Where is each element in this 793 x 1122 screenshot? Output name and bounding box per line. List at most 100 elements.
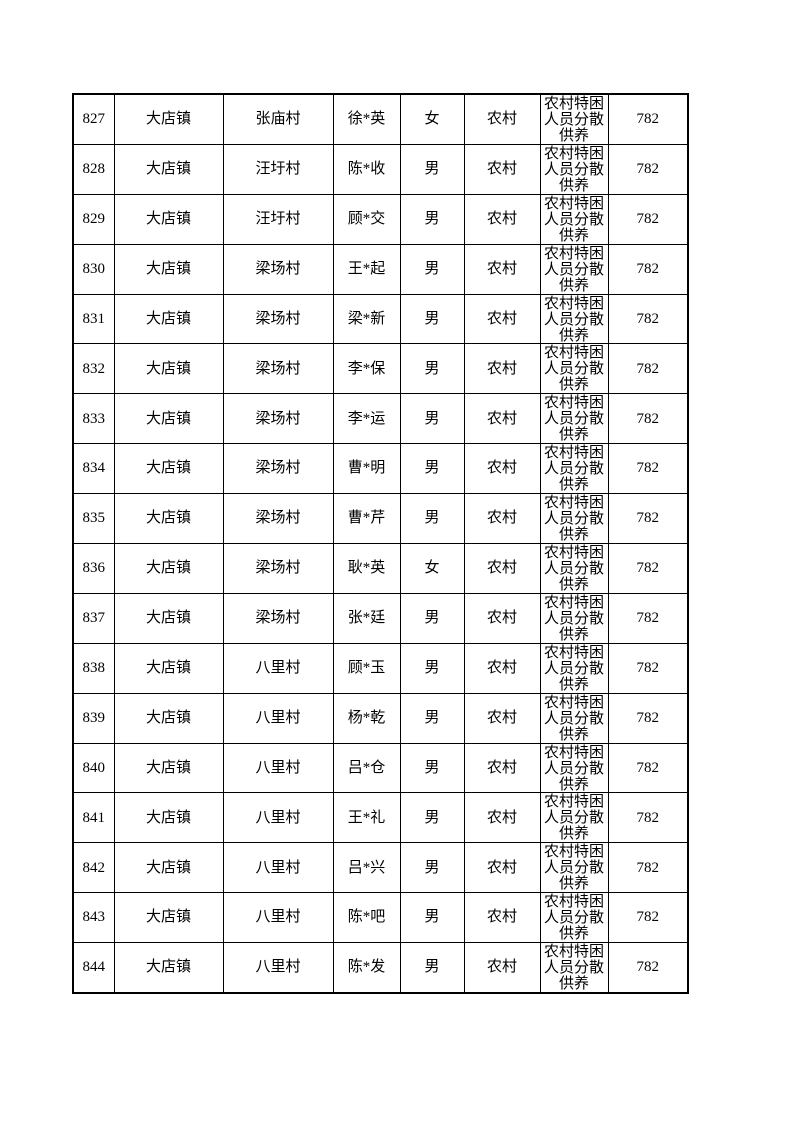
assistance-category-text: 农村特困人员分散供养 xyxy=(543,495,604,542)
table-row: 842 大店镇 八里村 吕*兴男农村 农村特困人员分散供养 782 xyxy=(72,842,689,894)
table-row: 836 大店镇 梁场村 耿*英女农村 农村特困人员分散供养 782 xyxy=(72,543,689,594)
table-row: 838 大店镇 八里村 顾*玉男农村 农村特困人员分散供养 782 xyxy=(72,642,689,694)
cell-amount: 782 xyxy=(607,543,689,594)
cell-gender: 女 xyxy=(399,93,465,145)
table-row: 827 大店镇 张庙村 徐*英女农村 农村特困人员分散供养 782 xyxy=(72,93,689,145)
cell-village: 梁场村 xyxy=(222,543,334,594)
cell-village: 梁场村 xyxy=(222,293,334,345)
table-row: 829 大店镇 汪圩村 顾*交男农村 农村特困人员分散供养 782 xyxy=(72,193,689,245)
cell-gender: 男 xyxy=(399,493,465,545)
cell-amount: 782 xyxy=(607,642,689,694)
assistance-category-text: 农村特困人员分散供养 xyxy=(543,96,604,142)
table-row: 828 大店镇 汪圩村 陈*收男农村 农村特困人员分散供养 782 xyxy=(72,143,689,195)
assistance-category-text: 农村特困人员分散供养 xyxy=(543,195,604,242)
cell-person-name: 陈*收 xyxy=(332,143,401,195)
cell-amount: 782 xyxy=(607,343,689,395)
cell-village: 八里村 xyxy=(222,792,334,844)
cell-village: 八里村 xyxy=(222,842,334,894)
cell-town: 大店镇 xyxy=(113,243,224,295)
cell-amount: 782 xyxy=(607,592,689,644)
cell-town: 大店镇 xyxy=(113,393,224,445)
cell-area-type: 农村 xyxy=(463,543,541,594)
cell-row-number: 827 xyxy=(72,93,115,145)
cell-village: 八里村 xyxy=(222,642,334,694)
cell-person-name: 吕*兴 xyxy=(332,842,401,894)
cell-assistance-category: 农村特困人员分散供养 xyxy=(539,692,609,744)
cell-amount: 782 xyxy=(607,742,689,794)
table-row: 837 大店镇 梁场村 张*廷男农村 农村特困人员分散供养 782 xyxy=(72,592,689,644)
cell-area-type: 农村 xyxy=(463,243,541,295)
cell-person-name: 顾*玉 xyxy=(332,642,401,694)
cell-area-type: 农村 xyxy=(463,143,541,195)
cell-gender: 男 xyxy=(399,243,465,295)
cell-area-type: 农村 xyxy=(463,592,541,644)
assistance-category-text: 农村特困人员分散供养 xyxy=(543,594,604,641)
cell-town: 大店镇 xyxy=(113,792,224,844)
cell-assistance-category: 农村特困人员分散供养 xyxy=(539,243,609,295)
beneficiary-table: 827 大店镇 张庙村 徐*英女农村 农村特困人员分散供养 782 828 大店镇 汪圩村 陈*收… xyxy=(72,93,689,995)
cell-row-number: 833 xyxy=(72,393,115,445)
cell-row-number: 835 xyxy=(72,493,115,545)
cell-amount: 782 xyxy=(607,692,689,744)
cell-row-number: 836 xyxy=(72,543,115,594)
assistance-category-text: 农村特困人员分散供养 xyxy=(543,395,604,442)
cell-person-name: 曹*芹 xyxy=(332,493,401,545)
assistance-category-text: 农村特困人员分散供养 xyxy=(543,345,604,392)
cell-assistance-category: 农村特困人员分散供养 xyxy=(539,942,609,994)
cell-town: 大店镇 xyxy=(113,592,224,644)
cell-gender: 女 xyxy=(399,543,465,594)
cell-assistance-category: 农村特困人员分散供养 xyxy=(539,842,609,894)
assistance-category-text: 农村特困人员分散供养 xyxy=(543,445,604,492)
assistance-category-text: 农村特困人员分散供养 xyxy=(543,295,604,342)
table-row: 844 大店镇 八里村 陈*发男农村 农村特困人员分散供养 782 xyxy=(72,942,689,994)
assistance-category-text: 农村特困人员分散供养 xyxy=(543,145,604,192)
cell-assistance-category: 农村特困人员分散供养 xyxy=(539,642,609,694)
cell-gender: 男 xyxy=(399,443,465,495)
cell-gender: 男 xyxy=(399,942,465,994)
cell-village: 汪圩村 xyxy=(222,143,334,195)
cell-town: 大店镇 xyxy=(113,493,224,545)
cell-amount: 782 xyxy=(607,792,689,844)
cell-assistance-category: 农村特困人员分散供养 xyxy=(539,742,609,794)
cell-area-type: 农村 xyxy=(463,293,541,345)
cell-area-type: 农村 xyxy=(463,493,541,545)
cell-area-type: 农村 xyxy=(463,692,541,744)
cell-assistance-category: 农村特困人员分散供养 xyxy=(539,592,609,644)
cell-amount: 782 xyxy=(607,393,689,445)
cell-area-type: 农村 xyxy=(463,792,541,844)
cell-row-number: 844 xyxy=(72,942,115,994)
cell-area-type: 农村 xyxy=(463,892,541,944)
cell-person-name: 李*保 xyxy=(332,343,401,395)
cell-area-type: 农村 xyxy=(463,343,541,395)
table-row: 832 大店镇 梁场村 李*保男农村 农村特困人员分散供养 782 xyxy=(72,343,689,395)
cell-person-name: 曹*明 xyxy=(332,443,401,495)
cell-village: 汪圩村 xyxy=(222,193,334,245)
cell-assistance-category: 农村特困人员分散供养 xyxy=(539,443,609,495)
cell-row-number: 832 xyxy=(72,343,115,395)
cell-gender: 男 xyxy=(399,343,465,395)
cell-person-name: 顾*交 xyxy=(332,193,401,245)
cell-person-name: 李*运 xyxy=(332,393,401,445)
cell-gender: 男 xyxy=(399,143,465,195)
cell-assistance-category: 农村特困人员分散供养 xyxy=(539,792,609,844)
cell-amount: 782 xyxy=(607,193,689,245)
cell-amount: 782 xyxy=(607,443,689,495)
cell-assistance-category: 农村特困人员分散供养 xyxy=(539,293,609,345)
cell-row-number: 837 xyxy=(72,592,115,644)
cell-village: 八里村 xyxy=(222,692,334,744)
cell-gender: 男 xyxy=(399,193,465,245)
cell-assistance-category: 农村特困人员分散供养 xyxy=(539,193,609,245)
cell-person-name: 耿*英 xyxy=(332,543,401,594)
cell-gender: 男 xyxy=(399,393,465,445)
cell-person-name: 王*礼 xyxy=(332,792,401,844)
cell-gender: 男 xyxy=(399,692,465,744)
cell-town: 大店镇 xyxy=(113,642,224,694)
cell-row-number: 841 xyxy=(72,792,115,844)
cell-town: 大店镇 xyxy=(113,543,224,594)
cell-area-type: 农村 xyxy=(463,93,541,145)
assistance-category-text: 农村特困人员分散供养 xyxy=(543,794,604,841)
cell-row-number: 829 xyxy=(72,193,115,245)
cell-village: 梁场村 xyxy=(222,592,334,644)
assistance-category-text: 农村特困人员分散供养 xyxy=(543,694,604,741)
